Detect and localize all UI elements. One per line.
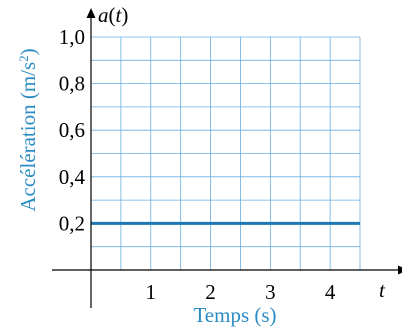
y-tick-label: 0,4 — [59, 165, 86, 189]
y-axis-name: a(t) — [98, 3, 128, 27]
x-axis-arrowhead — [398, 265, 402, 275]
chart-grid — [91, 36, 361, 270]
y-tick-label: 0,6 — [59, 118, 85, 142]
x-axis-label: Temps (s) — [193, 303, 276, 327]
x-tick-label: 4 — [325, 280, 336, 304]
x-tick-label: 3 — [265, 280, 276, 304]
y-axis-label: Accélération (m/s2) — [16, 48, 41, 211]
y-tick-label: 0,2 — [59, 211, 85, 235]
y-tick-label: 1,0 — [59, 25, 85, 49]
x-axis-name: t — [379, 278, 386, 302]
chart-axes — [52, 8, 402, 308]
y-tick-label: 0,8 — [59, 72, 85, 96]
y-axis-arrowhead — [86, 8, 96, 18]
y-tick-labels: 0,2 0,4 0,6 0,8 1,0 — [59, 25, 86, 235]
x-tick-label: 1 — [146, 280, 157, 304]
x-tick-label: 2 — [205, 280, 216, 304]
x-tick-labels: 1 2 3 4 — [146, 280, 336, 304]
